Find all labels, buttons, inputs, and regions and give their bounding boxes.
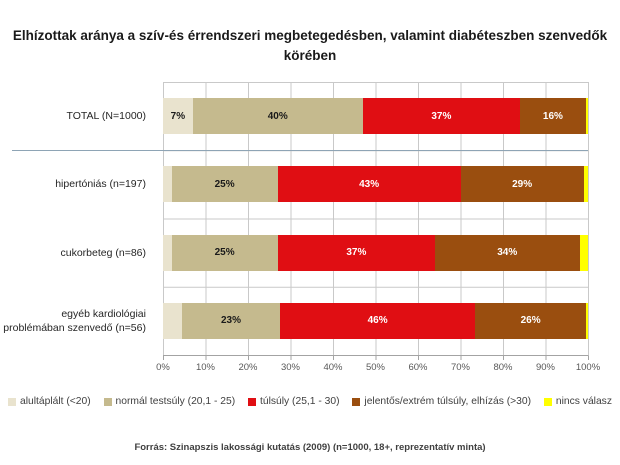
bar-segment-label: 26% bbox=[520, 315, 541, 327]
bar-row-total: 7% 40% 37% 16% bbox=[163, 82, 588, 150]
bar-segment-label: 25% bbox=[214, 178, 235, 190]
bar-segment-obese: 34% bbox=[435, 234, 580, 271]
bar-segment-label: 37% bbox=[346, 247, 367, 259]
bar-segment-overweight: 43% bbox=[277, 166, 461, 203]
legend-item-normal: normál testsúly (20,1 - 25) bbox=[103, 396, 236, 407]
category-label-total: TOTAL (N=1000) bbox=[66, 110, 146, 123]
x-axis-tick-label: 10% bbox=[195, 362, 216, 373]
legend: alultáplált (<20) normál testsúly (20,1 … bbox=[8, 396, 612, 407]
legend-swatch-underweight-icon bbox=[8, 397, 16, 406]
x-axis-tick-label: 50% bbox=[365, 362, 386, 373]
x-axis-tick-label: 70% bbox=[450, 362, 471, 373]
bar-segment-overweight: 37% bbox=[362, 98, 520, 135]
legend-item-overweight: túlsúly (25,1 - 30) bbox=[248, 396, 340, 407]
bar-segment-label: 7% bbox=[170, 110, 186, 122]
bar-segment-overweight: 46% bbox=[279, 302, 476, 339]
stacked-bar: 7% 40% 37% 16% bbox=[163, 98, 588, 135]
bar-segment-label: 40% bbox=[267, 110, 288, 122]
category-label-egyeb-kardiologiai: egyéb kardiológiai problémában szenvedő … bbox=[3, 307, 146, 334]
legend-label: nincs válasz bbox=[555, 396, 612, 407]
bar-segment-no-answer bbox=[583, 166, 588, 203]
legend-label: túlsúly (25,1 - 30) bbox=[260, 396, 340, 407]
bar-segment-no-answer bbox=[585, 302, 588, 339]
bar-row-egyeb-kardiologiai: 23% 46% 26% bbox=[163, 287, 588, 355]
total-separator-line bbox=[12, 150, 588, 151]
bar-row-hipertonias: 25% 43% 29% bbox=[163, 150, 588, 218]
x-axis-tick-label: 30% bbox=[280, 362, 301, 373]
bar-segment-obese: 26% bbox=[475, 302, 586, 339]
bar-segment-obese: 29% bbox=[460, 166, 584, 203]
plot-area: 7% 40% 37% 16% 25% 43% 29% 25% 37% 34% bbox=[163, 82, 589, 356]
stacked-bar: 25% 43% 29% bbox=[163, 166, 588, 203]
legend-swatch-no-answer-icon bbox=[543, 397, 552, 406]
category-label-cukorbeteg: cukorbeteg (n=86) bbox=[60, 246, 146, 259]
legend-item-underweight: alultáplált (<20) bbox=[8, 396, 91, 407]
category-label-hipertonias: hipertóniás (n=197) bbox=[55, 178, 146, 191]
category-axis: TOTAL (N=1000) hipertóniás (n=197) cukor… bbox=[0, 82, 155, 355]
x-axis-tick-label: 90% bbox=[535, 362, 556, 373]
bar-segment-normal: 23% bbox=[182, 302, 280, 339]
x-axis-tick-label: 60% bbox=[408, 362, 428, 373]
legend-swatch-normal-icon bbox=[103, 397, 112, 406]
bar-segment-overweight: 37% bbox=[277, 234, 435, 271]
bar-segment-label: 16% bbox=[542, 110, 563, 122]
bar-segment-label: 43% bbox=[359, 178, 380, 190]
bar-segment-no-answer bbox=[579, 234, 588, 271]
bar-segment-normal: 25% bbox=[171, 234, 278, 271]
legend-item-obese: jelentős/extrém túlsúly, elhízás (>30) bbox=[352, 396, 531, 407]
legend-swatch-obese-icon bbox=[352, 397, 361, 406]
bar-segment-label: 25% bbox=[214, 247, 235, 259]
chart-title: Elhízottak aránya a szív-és érrendszeri … bbox=[12, 28, 608, 64]
x-axis-tick-label: 20% bbox=[238, 362, 258, 373]
x-axis-tick-label: 0% bbox=[156, 362, 170, 373]
x-axis: 0% 10% 20% 30% 40% 50% 60% 70% 80% 90% 1… bbox=[156, 362, 600, 374]
bar-segment-underweight: 7% bbox=[163, 98, 193, 135]
bar-segment-underweight bbox=[163, 302, 183, 339]
legend-label: jelentős/extrém túlsúly, elhízás (>30) bbox=[364, 396, 532, 407]
stacked-bar: 25% 37% 34% bbox=[163, 234, 588, 271]
source-note: Forrás: Szinapszis lakossági kutatás (20… bbox=[134, 442, 486, 453]
x-axis-tick-marks bbox=[163, 356, 589, 360]
bar-segment-normal: 25% bbox=[171, 166, 278, 203]
legend-label: normál testsúly (20,1 - 25) bbox=[115, 396, 236, 407]
x-axis-tick-label: 80% bbox=[493, 362, 513, 373]
legend-item-no-answer: nincs válasz bbox=[543, 396, 612, 407]
bar-segment-no-answer bbox=[585, 98, 588, 135]
bar-segment-label: 46% bbox=[367, 315, 388, 327]
x-axis-tick-label: 40% bbox=[323, 362, 343, 373]
bar-segment-normal: 40% bbox=[192, 98, 363, 135]
bar-segment-underweight bbox=[163, 234, 172, 271]
bar-segment-label: 34% bbox=[497, 247, 518, 259]
bar-segment-obese: 16% bbox=[520, 98, 586, 135]
bar-segment-label: 23% bbox=[220, 315, 241, 327]
x-axis-tick-label: 100% bbox=[575, 362, 601, 373]
legend-label: alultáplált (<20) bbox=[20, 396, 91, 407]
bar-segment-label: 37% bbox=[431, 110, 452, 122]
bar-row-cukorbeteg: 25% 37% 34% bbox=[163, 219, 588, 287]
bar-segment-underweight bbox=[163, 166, 172, 203]
legend-swatch-overweight-icon bbox=[248, 397, 256, 406]
bar-segment-label: 29% bbox=[512, 178, 533, 190]
stacked-bar: 23% 46% 26% bbox=[163, 302, 588, 339]
